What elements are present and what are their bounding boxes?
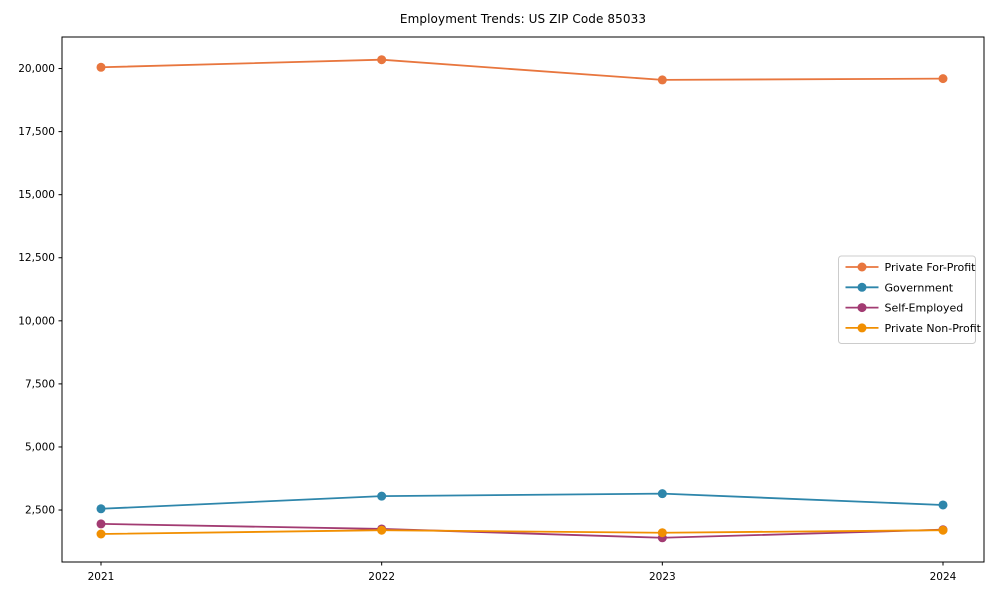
data-point-marker: [657, 489, 667, 499]
series-line-private-non-profit: [100, 529, 944, 535]
data-point-marker: [938, 500, 948, 510]
y-tick-label: 15,000: [18, 189, 55, 201]
x-tick-label: 2022: [368, 571, 395, 583]
x-tick-label: 2021: [88, 571, 115, 583]
legend-entry-label: Government: [885, 281, 954, 294]
y-tick-label: 12,500: [18, 252, 55, 264]
y-tick-label: 7,500: [25, 378, 55, 390]
chart-title: Employment Trends: US ZIP Code 85033: [399, 12, 647, 26]
data-point-marker: [377, 525, 387, 535]
data-point-marker: [96, 504, 106, 514]
legend-marker-dot: [857, 282, 867, 292]
y-tick-label: 17,500: [18, 126, 55, 138]
x-tick-label: 2024: [930, 571, 957, 583]
y-tick-label: 10,000: [18, 315, 55, 327]
legend-marker-dot: [857, 323, 867, 333]
y-tick-label: 2,500: [25, 505, 55, 517]
data-point-marker: [938, 525, 948, 535]
legend-entry-label: Private For-Profit: [885, 261, 977, 274]
legend-entry-label: Self-Employed: [885, 302, 964, 315]
y-tick-label: 5,000: [25, 441, 55, 453]
y-tick-label: 20,000: [18, 63, 55, 75]
data-point-marker: [96, 529, 106, 539]
data-point-marker: [96, 62, 106, 72]
legend-entry-label: Private Non-Profit: [885, 322, 982, 335]
data-point-marker: [377, 55, 387, 65]
data-point-marker: [657, 75, 667, 85]
legend-marker-dot: [857, 303, 867, 313]
x-tick-label: 2023: [649, 571, 676, 583]
legend-marker-dot: [857, 262, 867, 272]
legend-box: [838, 255, 976, 344]
data-point-marker: [377, 491, 387, 501]
series-line-private-for-profit: [100, 58, 944, 81]
data-point-marker: [96, 519, 106, 529]
series-line-government: [100, 492, 944, 510]
series-line-self-employed: [100, 523, 944, 539]
data-point-marker: [938, 74, 948, 84]
plot-area-border: [61, 36, 985, 563]
data-point-marker: [657, 528, 667, 538]
